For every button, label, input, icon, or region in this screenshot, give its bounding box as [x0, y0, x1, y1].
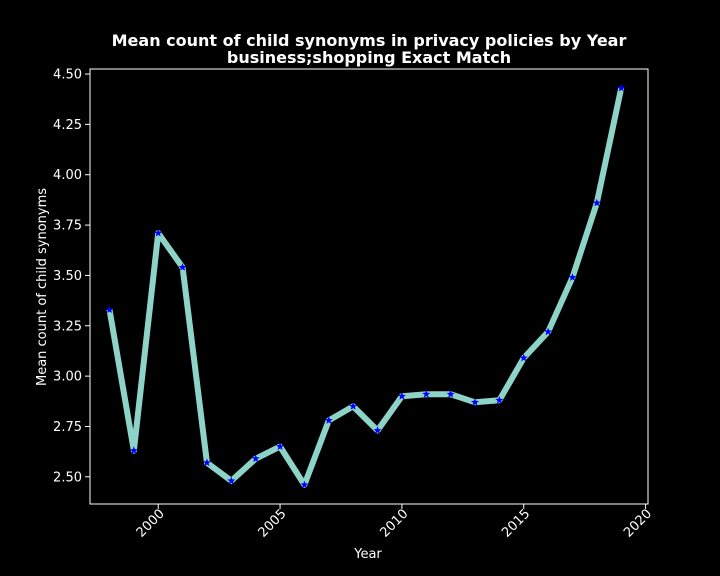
y-tick-label: 3.00: [53, 370, 82, 385]
data-point-marker: [397, 392, 406, 400]
data-point-marker: [471, 398, 479, 406]
data-point-marker: [373, 426, 382, 434]
y-tick-label: 2.50: [53, 470, 82, 485]
data-point-marker: [251, 454, 260, 463]
y-tick-label: 4.00: [53, 168, 82, 183]
y-tick-label: 4.50: [53, 68, 82, 83]
series-markers: [105, 83, 626, 489]
plot-area-frame: [89, 68, 649, 505]
data-point-marker: [592, 198, 601, 207]
data-point-marker: [446, 390, 455, 398]
data-point-marker: [324, 416, 333, 424]
chart-title-line-2: business;shopping Exact Match: [227, 48, 511, 67]
y-tick-label: 3.75: [53, 219, 82, 234]
data-point-marker: [129, 446, 138, 455]
data-point-marker: [105, 305, 114, 314]
data-point-marker: [349, 402, 358, 410]
y-tick-label: 3.50: [53, 269, 82, 284]
data-point-marker: [568, 273, 577, 281]
data-point-marker: [495, 396, 504, 404]
chart-title-line-1: Mean count of child synonyms in privacy …: [112, 31, 627, 50]
data-point-marker: [519, 353, 528, 362]
data-point-marker: [202, 458, 211, 467]
y-axis-label: Mean count of child synonyms: [35, 188, 50, 386]
data-point-marker: [227, 476, 236, 485]
data-point-marker: [422, 390, 431, 398]
y-tick-label: 3.25: [53, 319, 82, 334]
series-line: [106, 87, 625, 488]
y-tick-label: 2.75: [53, 420, 82, 435]
data-point-marker: [544, 327, 553, 336]
y-tick-label: 4.25: [53, 118, 82, 133]
x-axis-label: Year: [353, 547, 382, 562]
data-point-marker: [300, 480, 309, 489]
data-point-marker: [617, 83, 626, 92]
data-point-marker: [178, 263, 187, 271]
data-point-marker: [276, 442, 285, 450]
data-point-marker: [154, 228, 163, 237]
y-axis: 2.50 2.75 3.00 3.25 3.50 3.75 4.00 4.25 4.50: [53, 68, 90, 485]
